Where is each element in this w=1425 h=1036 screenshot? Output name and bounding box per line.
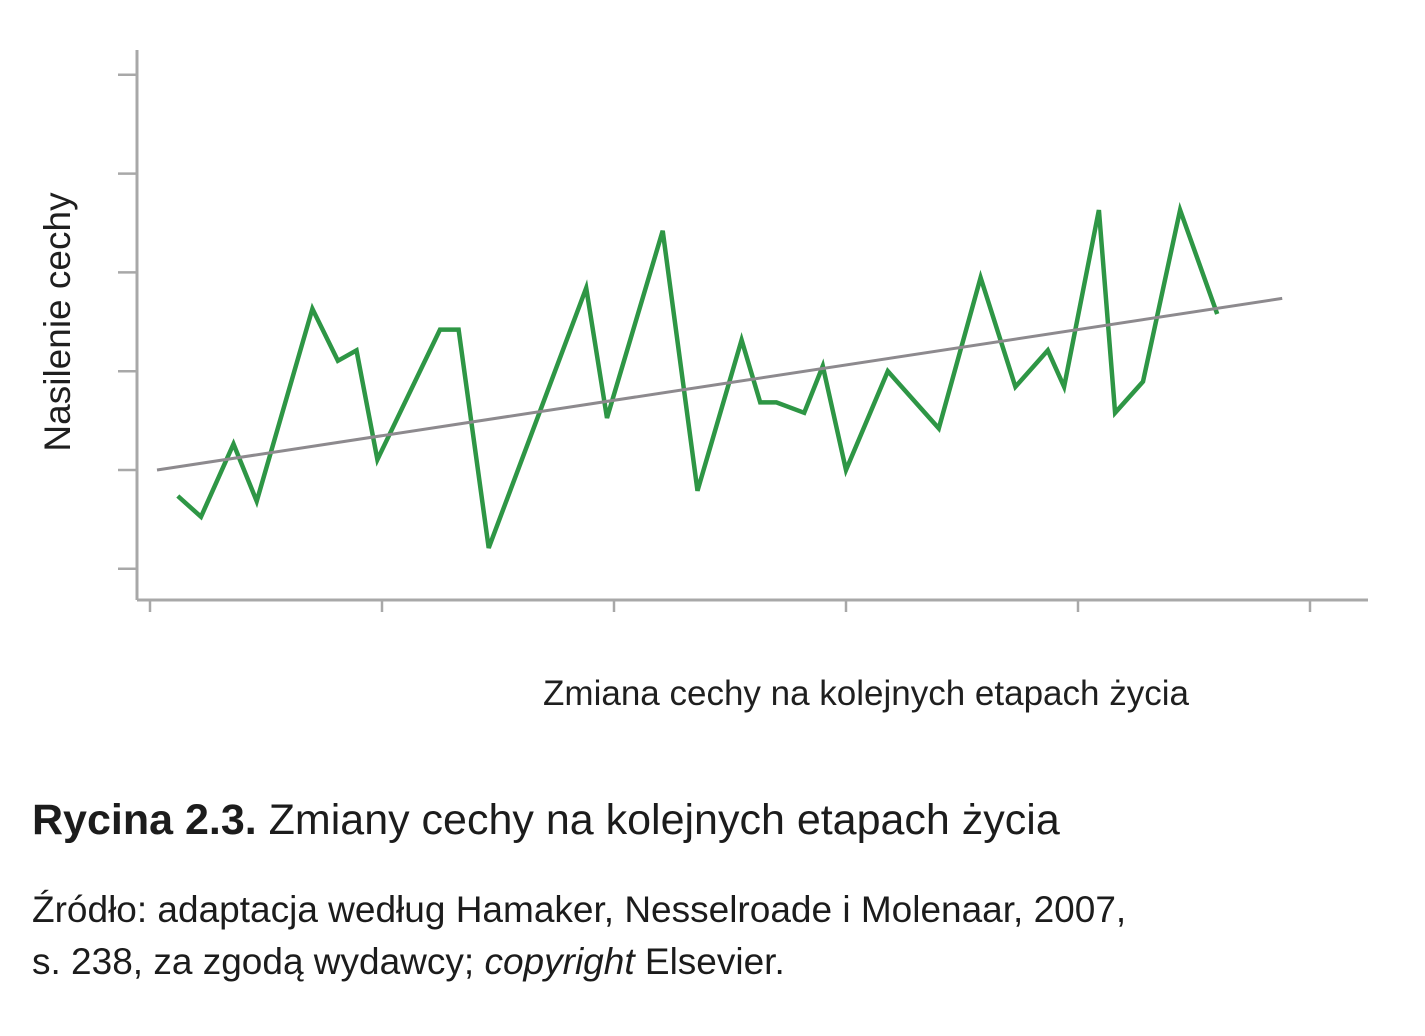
series-line [176, 201, 1220, 549]
figure-number: Rycina 2.3. [32, 796, 257, 844]
plot-area [156, 201, 1283, 549]
chart: Nasilenie cechy Zmiana cechy na kolejnyc… [37, 50, 1368, 713]
figure-title: Zmiany cechy na kolejnych etapach życia [268, 796, 1060, 844]
source-line-1: Źródło: adaptacja według Hamaker, Nessel… [32, 889, 1127, 930]
source-line-2-start: s. 238, za zgodą wydawcy; [32, 941, 485, 982]
y-axis-label: Nasilenie cechy [37, 192, 78, 452]
axes [118, 50, 1368, 612]
source-copyright-italic: copyright [484, 941, 635, 982]
figure-source: Źródło: adaptacja według Hamaker, Nessel… [32, 884, 1402, 988]
x-axis-label: Zmiana cechy na kolejnych etapach życia [543, 674, 1189, 713]
trend-line [156, 296, 1283, 472]
figure-caption: Rycina 2.3. Zmiany cechy na kolejnych et… [32, 794, 1060, 846]
source-line-2-end: Elsevier. [634, 941, 785, 982]
